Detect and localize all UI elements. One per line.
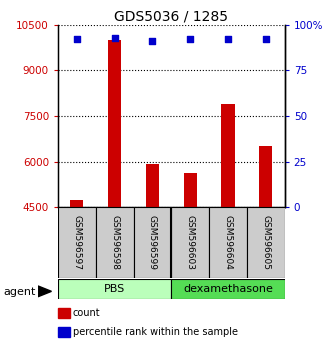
Bar [58, 207, 96, 278]
Polygon shape [38, 286, 52, 297]
Point [74, 36, 79, 42]
Text: GSM596599: GSM596599 [148, 215, 157, 270]
Bar [221, 104, 235, 207]
Bar [146, 164, 159, 207]
Title: GDS5036 / 1285: GDS5036 / 1285 [114, 10, 228, 24]
Bar [209, 207, 247, 278]
Point [225, 36, 231, 42]
Bar [171, 279, 285, 299]
Text: count: count [73, 308, 100, 318]
Point [263, 36, 268, 42]
Bar [70, 200, 83, 207]
Point [150, 38, 155, 44]
Point [112, 35, 117, 40]
Text: GSM596605: GSM596605 [261, 215, 270, 270]
Text: GSM596598: GSM596598 [110, 215, 119, 270]
Text: GSM596597: GSM596597 [72, 215, 81, 270]
Text: agent: agent [3, 287, 36, 297]
Text: percentile rank within the sample: percentile rank within the sample [73, 327, 238, 337]
Bar [58, 279, 171, 299]
Bar [247, 207, 285, 278]
Bar [259, 146, 272, 207]
Bar [96, 207, 133, 278]
Bar [133, 207, 171, 278]
Point [188, 36, 193, 42]
Bar [108, 40, 121, 207]
Bar [184, 173, 197, 207]
Text: PBS: PBS [104, 284, 125, 294]
Text: GSM596604: GSM596604 [223, 215, 232, 270]
Bar [171, 207, 209, 278]
Text: GSM596603: GSM596603 [186, 215, 195, 270]
Text: dexamethasone: dexamethasone [183, 284, 273, 294]
